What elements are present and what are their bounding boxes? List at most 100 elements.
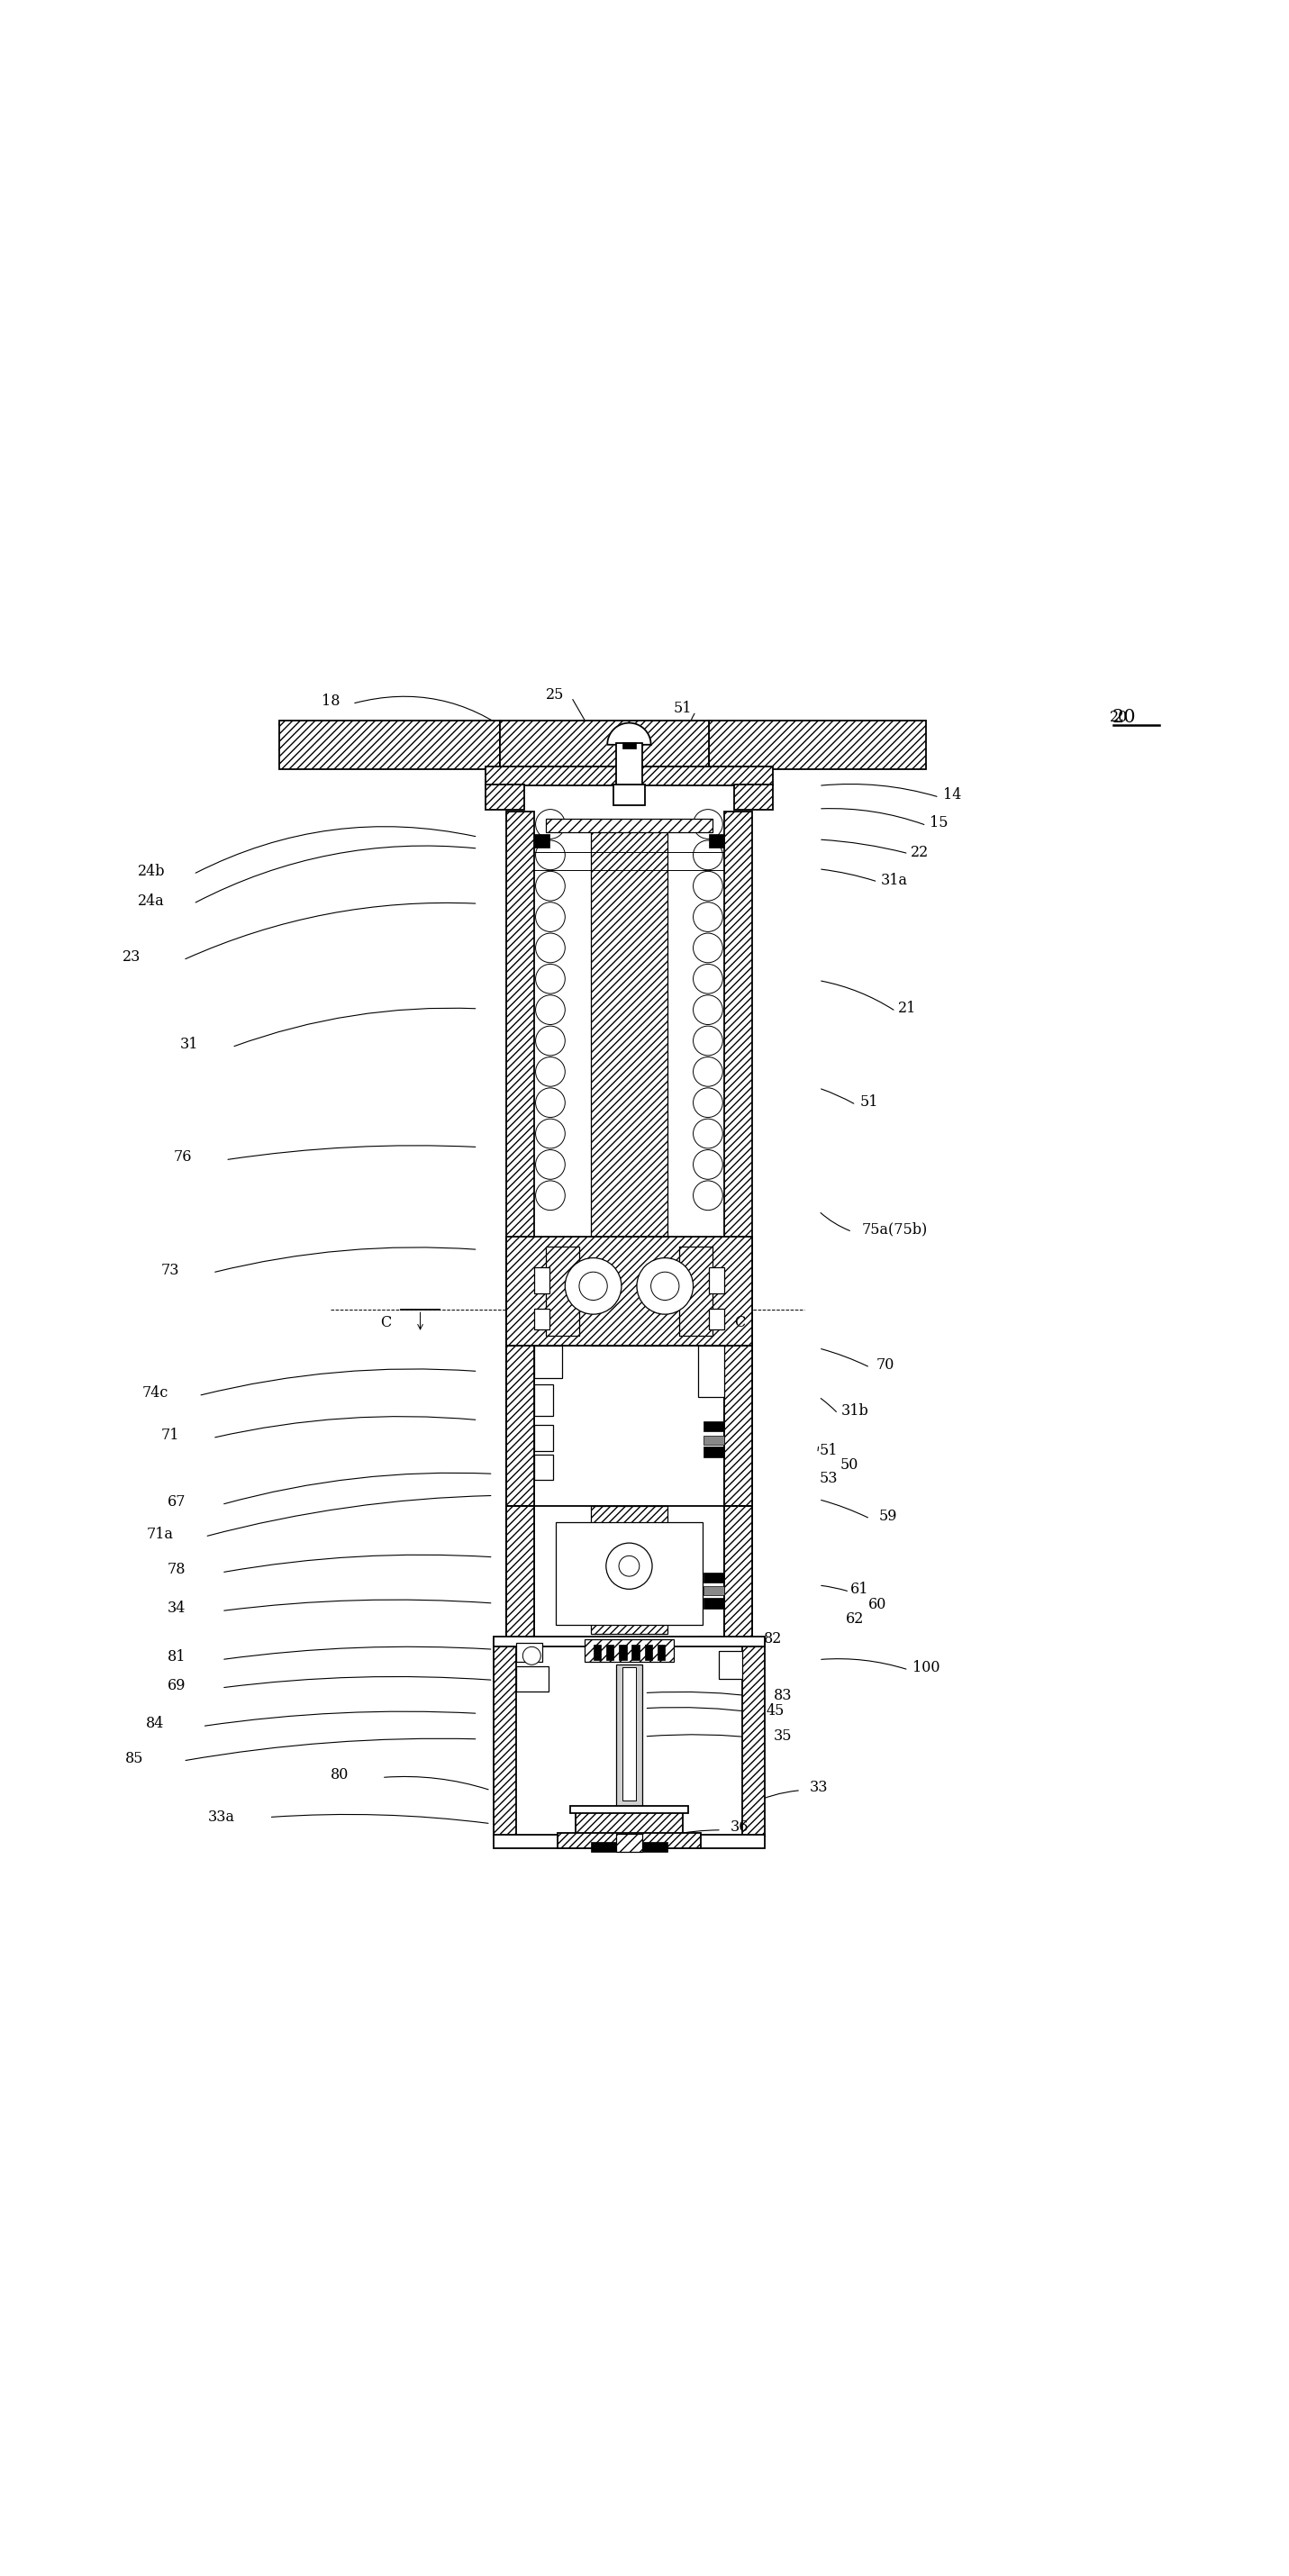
Text: 70: 70	[877, 1358, 895, 1373]
Text: 80: 80	[330, 1767, 349, 1783]
Text: 23: 23	[122, 951, 141, 966]
Circle shape	[535, 933, 565, 963]
Text: 71a: 71a	[147, 1528, 174, 1540]
Circle shape	[693, 1118, 723, 1149]
Bar	[545, 819, 713, 832]
Circle shape	[535, 1025, 565, 1056]
Circle shape	[693, 1056, 723, 1087]
Text: 59: 59	[879, 1510, 897, 1525]
Text: 62: 62	[846, 1610, 864, 1625]
Text: C: C	[733, 1314, 745, 1329]
Bar	[704, 1587, 724, 1595]
Text: 50: 50	[840, 1458, 858, 1473]
Bar	[535, 1345, 562, 1378]
Text: 21: 21	[898, 1002, 916, 1018]
Text: 76: 76	[174, 1149, 192, 1164]
Text: 71: 71	[161, 1427, 179, 1443]
Bar	[699, 1345, 724, 1396]
Circle shape	[535, 963, 565, 994]
Circle shape	[535, 1056, 565, 1087]
Bar	[644, 1643, 652, 1659]
Bar	[724, 1507, 753, 1641]
Circle shape	[651, 1273, 679, 1301]
Circle shape	[535, 1149, 565, 1180]
Text: 33: 33	[809, 1780, 828, 1795]
Circle shape	[693, 994, 723, 1025]
Circle shape	[535, 902, 565, 933]
Circle shape	[693, 1087, 723, 1118]
Text: 15: 15	[929, 814, 949, 829]
Bar	[535, 1383, 553, 1417]
Bar	[679, 1247, 713, 1334]
Bar	[486, 786, 525, 809]
Text: C: C	[380, 1314, 391, 1329]
Bar	[593, 1643, 601, 1659]
Bar	[709, 1267, 724, 1293]
Text: 74c: 74c	[142, 1386, 168, 1401]
Bar	[507, 1345, 535, 1507]
Circle shape	[535, 1087, 565, 1118]
Circle shape	[606, 1543, 652, 1589]
Circle shape	[693, 809, 723, 840]
Text: 100: 100	[913, 1659, 940, 1674]
Text: 18: 18	[321, 693, 340, 708]
Text: 83: 83	[773, 1687, 793, 1703]
Bar	[535, 1309, 549, 1329]
Circle shape	[535, 809, 565, 840]
Bar	[517, 1643, 541, 1662]
Circle shape	[535, 1180, 565, 1211]
Bar	[494, 1641, 517, 1837]
Text: 25: 25	[545, 688, 565, 703]
Bar	[742, 1641, 764, 1837]
Circle shape	[619, 1556, 639, 1577]
Circle shape	[693, 1025, 723, 1056]
Text: 34: 34	[168, 1600, 186, 1615]
Text: 14: 14	[942, 788, 962, 801]
Bar	[709, 721, 927, 770]
Text: 24b: 24b	[138, 863, 165, 878]
Text: 75a(75b): 75a(75b)	[861, 1221, 927, 1236]
Bar	[724, 1345, 753, 1507]
Text: 20: 20	[1110, 711, 1128, 726]
Text: 61: 61	[851, 1582, 869, 1597]
Bar	[719, 1651, 742, 1680]
Text: 81: 81	[168, 1649, 186, 1664]
Circle shape	[535, 840, 565, 871]
Text: 36: 36	[730, 1819, 749, 1834]
Bar	[556, 1522, 703, 1625]
Bar	[657, 1643, 665, 1659]
Bar	[619, 1643, 626, 1659]
Text: 31b: 31b	[840, 1404, 869, 1419]
Circle shape	[535, 871, 565, 902]
Circle shape	[535, 1118, 565, 1149]
Bar	[623, 742, 635, 750]
Circle shape	[637, 1257, 693, 1314]
Text: 51: 51	[820, 1443, 838, 1458]
Text: 22: 22	[911, 845, 929, 860]
Bar	[704, 1597, 724, 1607]
Text: 35: 35	[773, 1728, 793, 1744]
Text: 78: 78	[168, 1561, 186, 1577]
Text: 31: 31	[180, 1038, 199, 1051]
Text: 20: 20	[1112, 708, 1136, 726]
Bar	[704, 1571, 724, 1582]
Text: 69: 69	[168, 1677, 186, 1692]
Bar	[507, 1236, 753, 1345]
Bar	[709, 1309, 724, 1329]
Bar	[632, 1643, 639, 1659]
Circle shape	[693, 933, 723, 963]
Text: 51: 51	[860, 1095, 878, 1110]
Circle shape	[693, 902, 723, 933]
Bar	[570, 1806, 688, 1814]
Bar	[535, 1455, 553, 1481]
Circle shape	[693, 871, 723, 902]
Bar	[280, 721, 500, 770]
Bar	[557, 1832, 701, 1847]
Circle shape	[693, 1180, 723, 1211]
Bar	[616, 1664, 642, 1814]
Bar	[590, 1507, 668, 1633]
Circle shape	[535, 994, 565, 1025]
Text: 73: 73	[161, 1262, 179, 1278]
Bar	[535, 1267, 549, 1293]
Text: 84: 84	[146, 1716, 164, 1731]
